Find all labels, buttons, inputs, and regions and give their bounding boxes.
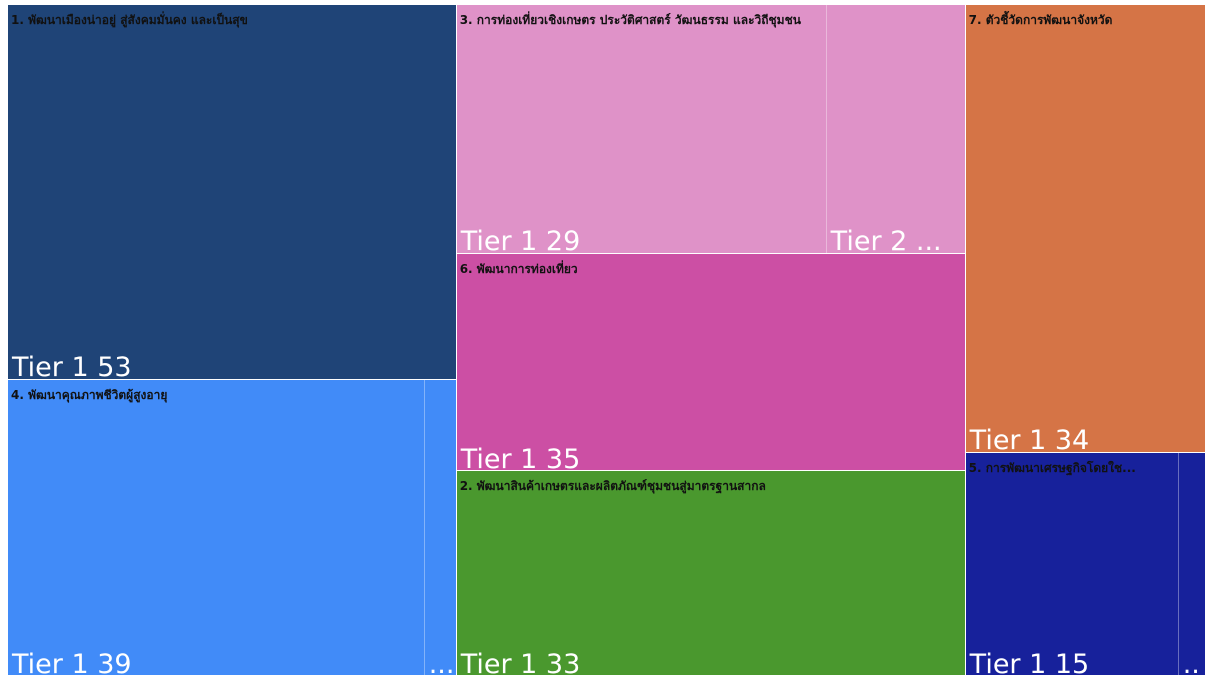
treemap-tile: Tier 1 33 [456, 471, 965, 675]
group-title: 7. ตัวชี้วัดการพัฒนาจังหวัด [968, 13, 1113, 27]
group-title: 2. พัฒนาสินค้าเกษตรและผลิตภัณฑ์ชุมชนสู่ม… [459, 479, 766, 494]
treemap-tile: Tier 1 34 [965, 5, 1205, 452]
treemap-group: 6. พัฒนาการท่องเที่ยว Tier 1 35 [455, 253, 965, 471]
tile-label: Tier 1 53 [12, 351, 132, 379]
treemap-group: 3. การท่องเที่ยวเชิงเกษตร ประวัติศาสตร์ … [455, 5, 965, 254]
treemap-tile: Tier 2 ... [825, 5, 965, 254]
tile-label: Tier 1 29 [460, 226, 581, 254]
tile-label: ... [428, 648, 455, 675]
tile-label: Tier 2 ... [830, 226, 942, 254]
group-title: 6. พัฒนาการท่องเที่ยว [459, 262, 578, 277]
group-title: 4. พัฒนาคุณภาพชีวิตผู้สูงอายุ [11, 387, 168, 402]
treemap-tile: Tier 1 39 [8, 379, 424, 675]
group-title: 1. พัฒนาเมืองน่าอยู่ สู่สังคมมั่นคง และเ… [11, 13, 248, 27]
treemap-group: 1. พัฒนาเมืองน่าอยู่ สู่สังคมมั่นคง และเ… [8, 5, 456, 379]
tile-label: Tier 1 35 [460, 444, 581, 471]
tile-label: Tier 1 39 [12, 648, 132, 675]
treemap-group: 7. ตัวชี้วัดการพัฒนาจังหวัด Tier 1 34 [964, 5, 1205, 452]
treemap-tile: Tier 1 35 [456, 254, 965, 471]
group-title: 5. การพัฒนาเศรษฐกิจโดยใช... [968, 460, 1136, 475]
treemap-tile: .. [1177, 452, 1205, 675]
treemap: 1. พัฒนาเมืองน่าอยู่ สู่สังคมมั่นคง และเ… [8, 5, 1205, 675]
group-title: 3. การท่องเที่ยวเชิงเกษตร ประวัติศาสตร์ … [459, 13, 801, 27]
tile-label: Tier 1 15 [969, 648, 1090, 675]
tile-label: Tier 1 33 [460, 648, 581, 675]
treemap-tile: ... [423, 379, 456, 675]
treemap-group: 5. การพัฒนาเศรษฐกิจโดยใช... Tier 1 15.. [964, 451, 1205, 675]
treemap-tile: Tier 1 15 [965, 452, 1178, 675]
treemap-tile: Tier 1 53 [8, 5, 456, 379]
tile-label: .. [1182, 648, 1200, 675]
treemap-tile: Tier 1 29 [456, 5, 826, 254]
tile-label: Tier 1 34 [969, 424, 1090, 452]
treemap-group: 2. พัฒนาสินค้าเกษตรและผลิตภัณฑ์ชุมชนสู่ม… [455, 470, 965, 675]
treemap-group: 4. พัฒนาคุณภาพชีวิตผู้สูงอายุ Tier 1 39..… [8, 378, 456, 675]
